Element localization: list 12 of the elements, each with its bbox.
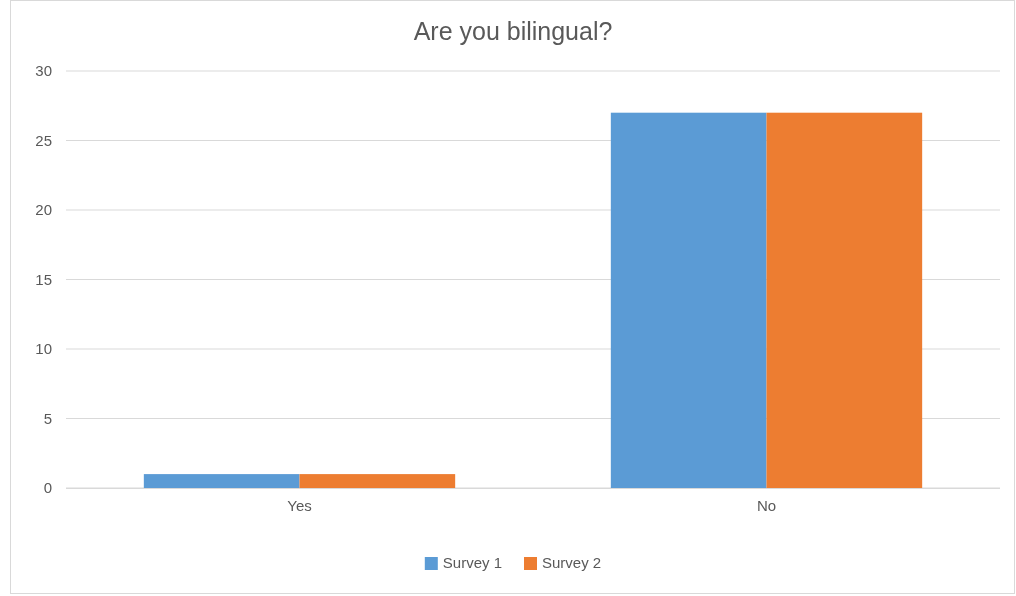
legend-label: Survey 2 xyxy=(542,554,602,571)
y-tick-label: 25 xyxy=(35,131,52,149)
y-tick-label: 10 xyxy=(35,340,52,358)
y-tick-label: 30 xyxy=(35,62,52,80)
y-tick-label: 15 xyxy=(35,270,52,288)
y-tick-label: 20 xyxy=(35,201,52,219)
y-tick-label: 5 xyxy=(43,409,52,427)
y-tick-label: 0 xyxy=(43,479,52,497)
x-tick-label: Yes xyxy=(287,496,312,514)
chart-title: Are you bilingual? xyxy=(413,17,613,45)
x-tick-label: No xyxy=(756,496,777,514)
legend-label: Survey 1 xyxy=(442,554,502,571)
